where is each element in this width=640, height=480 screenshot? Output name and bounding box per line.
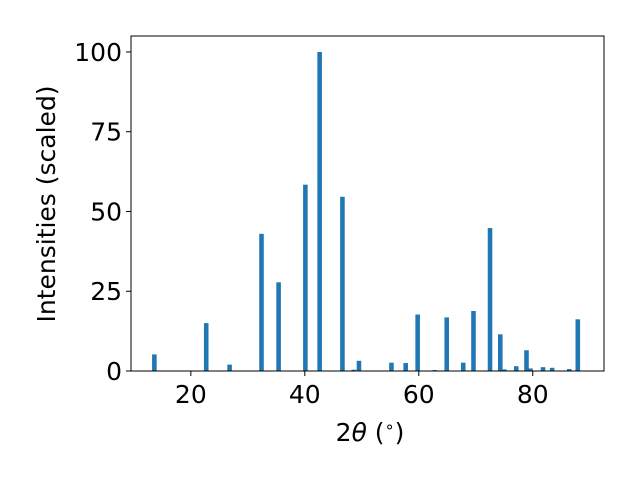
bar: [487, 228, 493, 371]
bar: [549, 367, 555, 371]
bar: [575, 319, 581, 371]
bar: [259, 233, 264, 371]
y-tick-label: 75: [90, 118, 122, 147]
bar: [227, 364, 232, 371]
x-tick-label: 20: [175, 380, 207, 409]
x-tick-label: 40: [289, 380, 321, 409]
bar: [513, 366, 519, 371]
bar: [524, 350, 529, 371]
bar: [460, 362, 466, 371]
x-axis-label-close: ): [395, 418, 405, 447]
y-tick-label: 100: [74, 38, 122, 67]
bar: [152, 354, 157, 371]
x-axis-label-theta: θ: [352, 418, 367, 447]
bar: [351, 369, 357, 371]
x-tick-label: 80: [517, 380, 549, 409]
x-axis-label-prefix: 2: [336, 418, 352, 447]
bar: [303, 184, 308, 371]
bar: [415, 314, 420, 371]
bar: [356, 360, 362, 371]
y-tick-label: 50: [90, 197, 122, 226]
y-tick-label: 0: [106, 357, 122, 386]
bar: [276, 282, 281, 371]
plot-frame: [130, 35, 605, 372]
x-axis-label: 2θ (∘): [336, 417, 405, 447]
y-axis-label: Intensities (scaled): [32, 85, 61, 322]
y-axis: 0 25 50 75 100: [74, 38, 131, 386]
bar: [501, 369, 507, 371]
bar: [540, 367, 546, 371]
y-tick-label: 25: [90, 277, 122, 306]
x-tick-label: 60: [403, 380, 435, 409]
x-axis-label-open: (: [367, 418, 385, 447]
x-axis-label-degree: ∘: [385, 417, 395, 436]
bar: [498, 334, 503, 371]
bar: [389, 362, 394, 371]
bar: [403, 363, 408, 371]
bar: [317, 51, 322, 371]
bar: [566, 369, 572, 371]
x-axis: 20 40 60 80: [175, 371, 549, 409]
bar: [340, 196, 345, 371]
bars-group: [152, 51, 581, 371]
bar: [444, 317, 449, 371]
bar: [528, 368, 533, 371]
bar: [471, 311, 476, 371]
bar: [203, 323, 209, 371]
